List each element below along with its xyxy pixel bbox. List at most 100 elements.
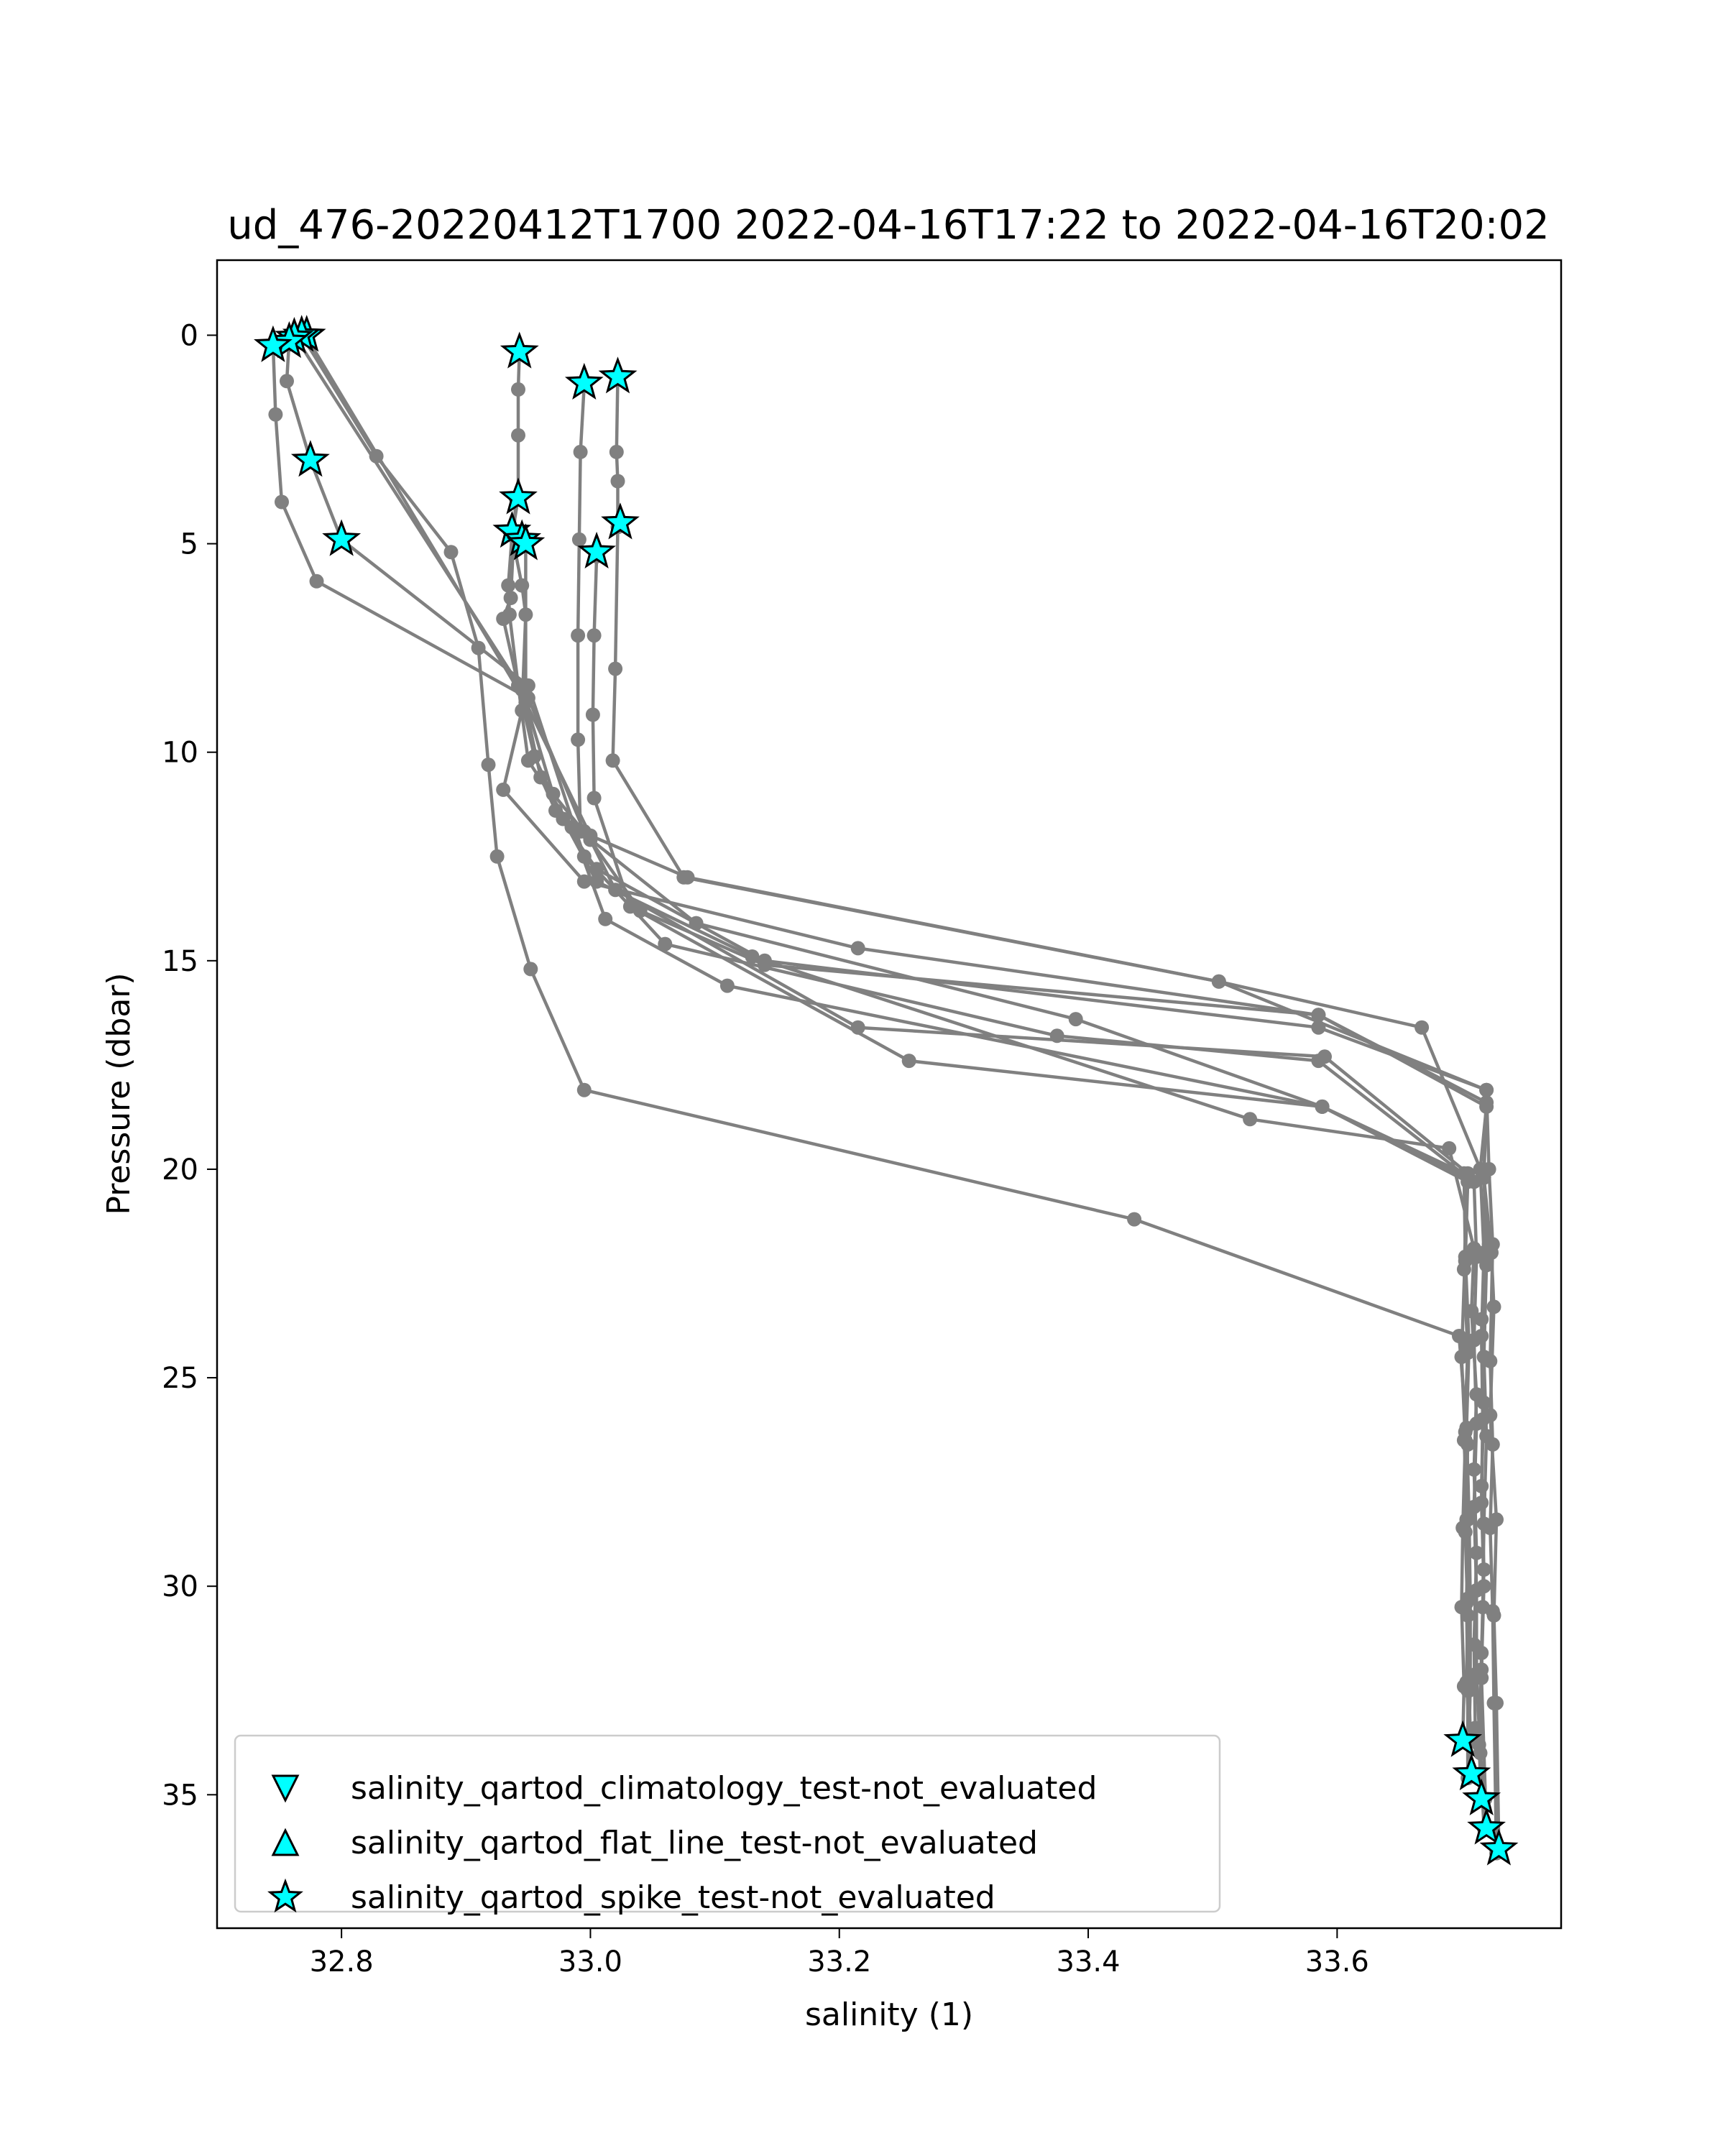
data-point [1486,1695,1501,1710]
data-point [689,916,704,931]
data-point [608,883,623,898]
spike-flag-marker [1479,1828,1519,1866]
data-point [589,874,604,889]
data-point [1474,1312,1489,1327]
data-point [1466,1499,1481,1514]
spike-flag-marker [1462,1778,1501,1815]
data-point [1485,1237,1500,1252]
data-point [745,949,760,964]
spike-flag-marker [254,325,293,362]
data-point [1469,1249,1484,1264]
data-point [518,695,533,710]
data-point [719,978,735,993]
legend-box [234,1734,1221,1913]
spike-flag-marker [1443,1720,1483,1757]
data-point [1474,1478,1489,1493]
y-tick-label: 15 [162,945,198,978]
data-point [1458,1253,1473,1268]
x-tick-label: 33.0 [558,1945,622,1978]
data-point [496,612,511,626]
spike-flag-marker [500,331,539,369]
y-axis: 0 5 10 15 20 25 30 35 [162,319,217,1812]
data-point [1458,1524,1473,1539]
data-point [1127,1212,1142,1227]
data-point [757,953,772,968]
spike-flag-marker [598,356,638,394]
data-point [369,448,384,464]
x-tick-label: 33.6 [1305,1945,1369,1978]
legend-label: salinity_qartod_flat_line_test-not_evalu… [351,1825,1038,1861]
spike-flag-marker [322,519,362,556]
data-point [501,578,516,593]
data-point [610,474,625,489]
legend-label: salinity_qartod_climatology_test-not_eva… [351,1770,1097,1807]
data-point [576,849,592,864]
spike-flag-marker [499,477,538,515]
data-point [589,862,604,877]
data-point [1068,1012,1083,1027]
x-axis-label: salinity (1) [805,1996,973,2033]
triangle-up-icon [271,1828,300,1856]
data-point [1471,1737,1486,1752]
legend: salinity_qartod_climatology_test-not_eva… [234,1734,1221,1916]
data-point [1211,974,1226,989]
data-point [481,757,496,773]
data-point [1476,1395,1491,1410]
spike-flag-marker [1467,1807,1506,1845]
data-point [1479,1095,1494,1110]
data-point [1466,1462,1481,1477]
data-point [598,911,613,926]
data-point [1466,1174,1481,1189]
data-point [511,382,525,397]
data-point [275,494,289,510]
data-point [1469,1667,1484,1681]
data-point [1474,1646,1489,1660]
data-point [1311,1008,1326,1023]
data-point [571,628,586,643]
data-point [1485,1604,1500,1618]
data-point [609,444,624,459]
data-point [1049,1028,1064,1044]
spike-flag-marker [564,362,604,400]
legend-item: salinity_qartod_climatology_test-not_eva… [271,1770,1097,1807]
data-point [1464,1304,1479,1319]
triangle-down-icon [271,1774,300,1803]
legend-label: salinity_qartod_spike_test-not_evaluated [351,1879,995,1916]
x-tick-label: 33.2 [807,1945,871,1978]
data-point [1315,1099,1330,1114]
data-point [523,962,538,977]
spike-flag-marker [577,531,616,569]
data-point [1486,1299,1501,1314]
data-point [571,532,586,547]
spike-flag-marker [290,440,330,477]
data-point [573,444,588,459]
data-point [1458,1424,1473,1439]
data-point [608,661,623,676]
star-icon [267,1878,303,1913]
y-tick-label: 30 [162,1570,198,1603]
y-axis-label: Pressure (dbar) [101,972,137,1215]
data-point [1483,1353,1498,1368]
data-point [1469,1416,1484,1431]
data-point [515,578,530,593]
y-tick-label: 10 [162,737,198,770]
data-point [622,899,638,914]
data-point [471,640,486,655]
data-point [280,374,294,389]
y-tick-label: 35 [162,1779,198,1812]
legend-item: salinity_qartod_flat_line_test-not_evalu… [271,1825,1038,1861]
data-point [1460,1608,1476,1623]
spike-flag-markers [254,315,1519,1866]
data-point [1311,1020,1326,1035]
y-tick-label: 20 [162,1153,198,1187]
data-point [571,732,586,747]
data-point [1476,1562,1491,1577]
data-point [1442,1141,1457,1156]
data-point [586,791,602,806]
data-point [1485,1437,1500,1452]
spike-flag-marker [601,502,640,540]
plot-frame [216,259,1563,1930]
data-point [1479,1082,1494,1097]
data-point [1483,1521,1498,1535]
data-point [1243,1112,1258,1127]
